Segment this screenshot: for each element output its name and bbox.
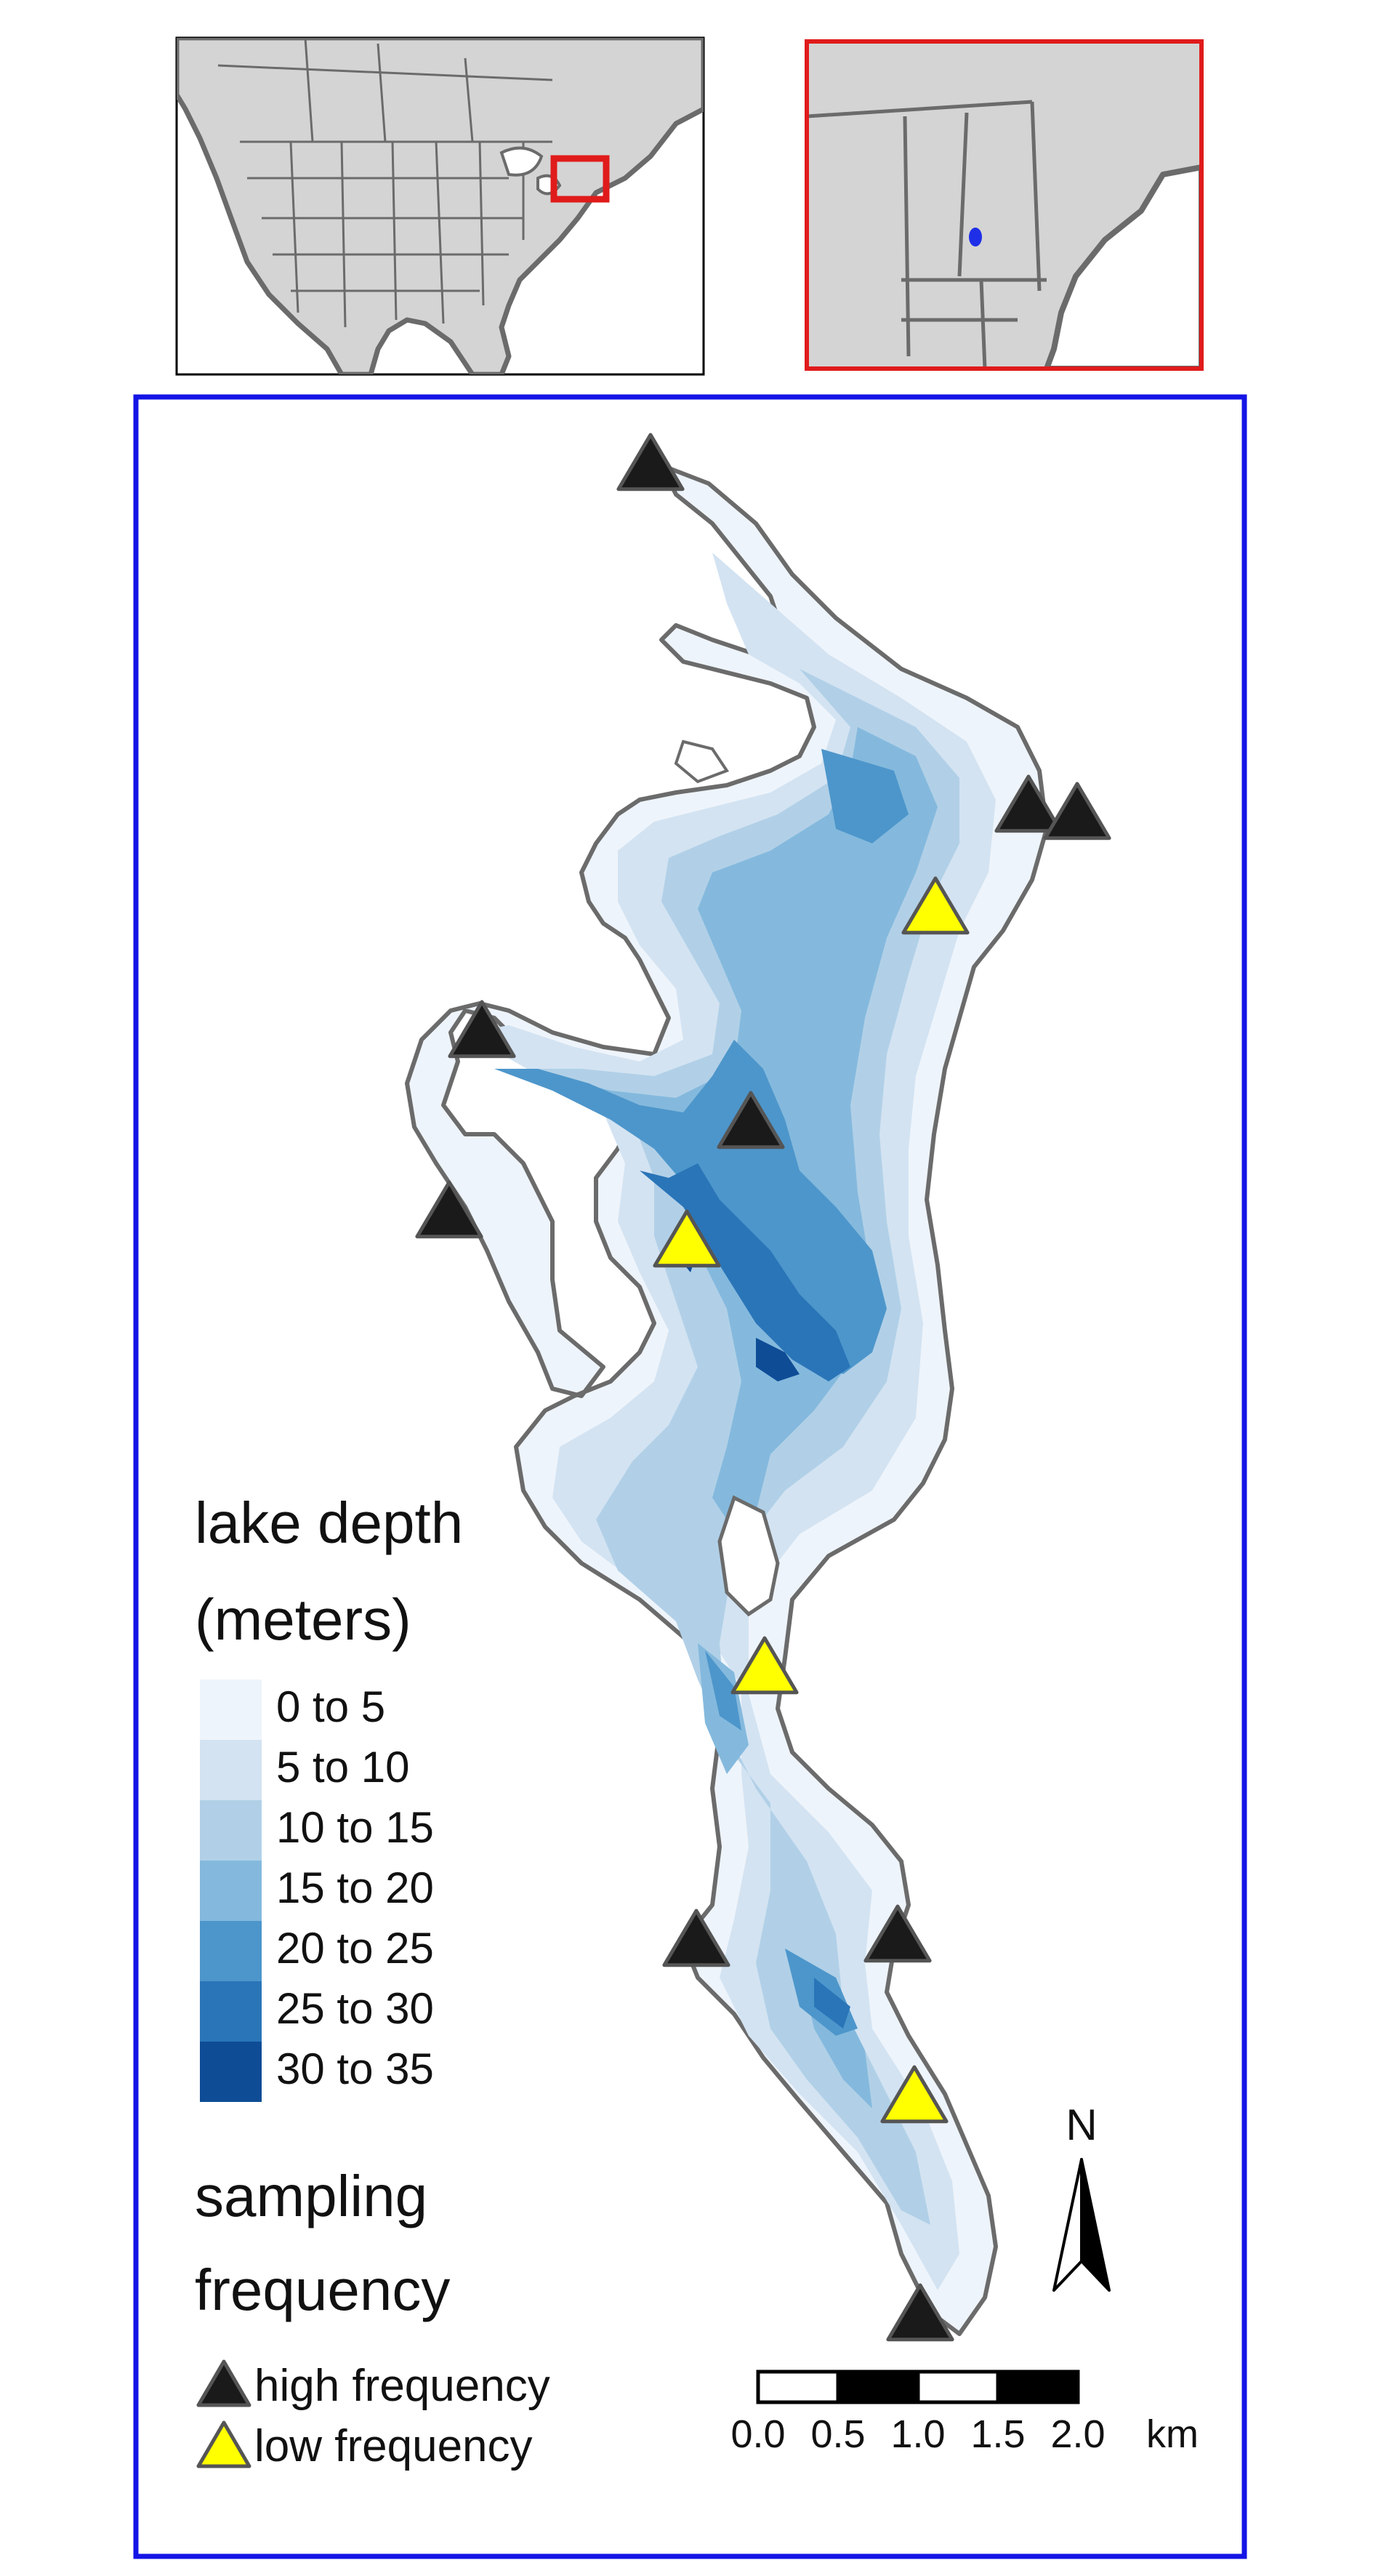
low-frequency-symbol xyxy=(196,2420,251,2468)
sampling-legend-subtitle: frequency xyxy=(195,2258,450,2322)
high-frequency-site xyxy=(1043,782,1111,840)
depth-class-label: 5 to 10 xyxy=(276,1743,410,1791)
depth-swatch xyxy=(200,2042,262,2102)
high-frequency-site xyxy=(662,1909,730,1967)
high-frequency-site xyxy=(415,1180,483,1239)
state-lines-region xyxy=(807,100,1047,369)
great-lakes xyxy=(499,146,562,196)
scale-tick-label: 1.0 xyxy=(890,2412,945,2456)
low-frequency-label: low frequency xyxy=(254,2421,533,2471)
depth-class-label: 15 to 20 xyxy=(276,1863,434,1912)
high-frequency-site xyxy=(616,433,685,491)
scale-tick-label: 2.0 xyxy=(1050,2412,1105,2456)
depth-swatch xyxy=(200,1680,262,1740)
high-frequency-symbol xyxy=(196,2359,251,2407)
depth-class-label: 0 to 5 xyxy=(276,1682,385,1731)
overview-extent-box xyxy=(550,155,610,203)
depth-swatch xyxy=(200,1861,262,1921)
low-frequency-site xyxy=(901,876,970,935)
north-arrow-label: N xyxy=(1066,2100,1097,2149)
state-boundaries xyxy=(217,38,553,328)
high-frequency-label: high frequency xyxy=(254,2361,550,2411)
high-frequency-site xyxy=(717,1091,785,1149)
high-frequency-site xyxy=(863,1904,932,1963)
island xyxy=(674,739,730,784)
depth-legend: lake depth (meters) 0 to 5 5 to 10 10 to 1… xyxy=(195,1490,463,2102)
high-frequency-site xyxy=(448,1000,516,1059)
sampling-sites xyxy=(415,433,1111,2342)
low-frequency-site xyxy=(880,2065,949,2124)
region-inset-new-england xyxy=(805,39,1204,371)
high-frequency-site xyxy=(886,2283,954,2342)
overview-inset-north-america xyxy=(175,36,705,376)
scale-unit: km xyxy=(1146,2412,1199,2456)
depth-swatch xyxy=(200,1740,262,1800)
high-frequency-site xyxy=(994,774,1063,833)
scale-tick-label: 1.5 xyxy=(970,2412,1025,2456)
study-site-dot xyxy=(969,228,982,246)
low-frequency-site xyxy=(653,1209,721,1268)
low-frequency-site xyxy=(730,1636,799,1695)
depth-15-20 xyxy=(552,727,938,2108)
scale-tick-label: 0.0 xyxy=(730,2412,785,2456)
depth-class-label: 20 to 25 xyxy=(276,1924,434,1973)
depth-swatch xyxy=(200,1981,262,2042)
ocean-area xyxy=(1044,164,1201,369)
scale-tick-label: 0.5 xyxy=(810,2412,865,2456)
north-arrow: N xyxy=(1052,2100,1111,2292)
depth-legend-subtitle: (meters) xyxy=(195,1587,411,1652)
depth-swatch xyxy=(200,1800,262,1861)
sampling-legend-title: sampling xyxy=(195,2164,427,2228)
depth-class-label: 30 to 35 xyxy=(276,2045,434,2093)
depth-swatch xyxy=(200,1921,262,1981)
scale-bar: 0.0 0.5 1.0 1.5 2.0 km xyxy=(730,2370,1199,2456)
main-lake-map: N 0.0 0.5 1.0 1.5 2.0 km lake depth (met… xyxy=(133,394,1247,2559)
island xyxy=(717,1495,780,1617)
depth-class-label: 10 to 15 xyxy=(276,1803,434,1852)
sampling-legend: sampling frequency high frequency low fr… xyxy=(195,2164,550,2471)
depth-class-label: 25 to 30 xyxy=(276,1984,434,2033)
depth-legend-title: lake depth xyxy=(195,1490,463,1555)
